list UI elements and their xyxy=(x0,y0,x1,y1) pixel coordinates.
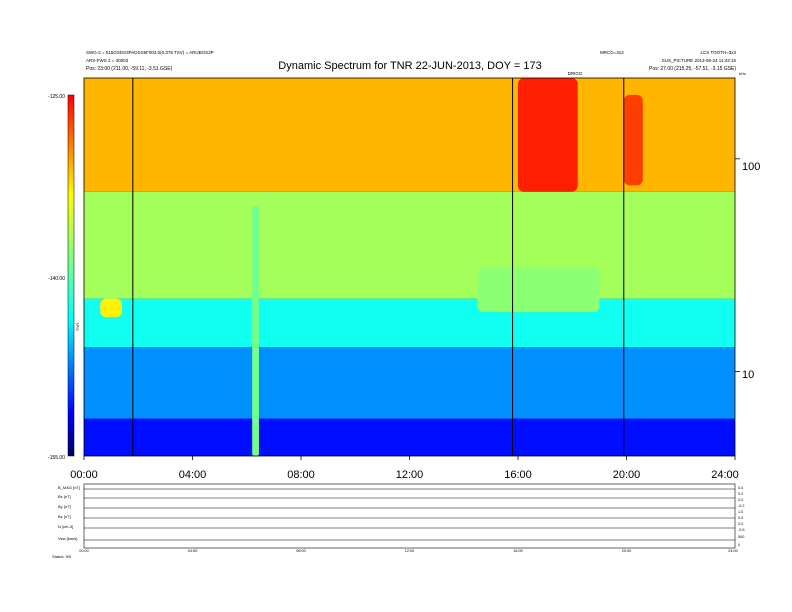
header-left-line-2: ARS-FWS 2 = 30003 xyxy=(86,58,129,63)
panel-label-3: Bz [nT] xyxy=(58,514,71,519)
chart-title: Dynamic Spectrum for TNR 22-JUN-2013, DO… xyxy=(278,60,541,72)
bottom-panels-frame xyxy=(83,483,736,549)
panel-xtick-3: 12:00 xyxy=(405,549,415,553)
panel-rtick-3: -0.2 xyxy=(738,504,745,508)
band-3 xyxy=(84,191,735,299)
bottom-panel-x-ticks: 00:00 04:00 08:00 12:00 16:00 20:00 24:0… xyxy=(79,549,738,553)
x-tick-label-2: 08:00 xyxy=(287,469,315,481)
panel-rtick-0: 0.4 xyxy=(738,486,743,490)
panel-xtick-5: 20:00 xyxy=(622,549,632,553)
panel-xtick-2: 08:00 xyxy=(296,549,306,553)
panel-rtick-5: 0.5 xyxy=(738,516,743,520)
x-tick-label-1: 04:00 xyxy=(179,469,207,481)
header-mid: MRCG=3x3 xyxy=(600,50,624,55)
x-tick-label-4: 16:00 xyxy=(504,469,532,481)
panel-rtick-4: 1.0 xyxy=(738,510,743,514)
feature-2 xyxy=(252,205,259,456)
vertical-markers xyxy=(132,78,625,456)
spectrogram xyxy=(84,78,735,456)
panel-xtick-1: 04:00 xyxy=(188,549,198,553)
panel-xtick-4: 16:00 xyxy=(513,549,523,553)
bottom-panels xyxy=(84,488,735,541)
feature-0 xyxy=(518,78,578,192)
x-tick-label-3: 12:00 xyxy=(396,469,424,481)
panel-xtick-0: 00:00 xyxy=(79,549,89,553)
band-1 xyxy=(84,347,735,419)
header-right-line-1: LCS TOOTH=3x3 xyxy=(701,50,737,55)
right-axis-tick-100: 100 xyxy=(742,161,760,173)
panel-rtick-1: 0.2 xyxy=(738,492,743,496)
panel-rtick-9: 0 xyxy=(738,543,740,547)
x-tick-label-6: 24:00 xyxy=(711,469,739,481)
x-tick-label-0: 00:00 xyxy=(70,469,98,481)
feature-4 xyxy=(100,298,122,318)
header-right-line-2: SUS_PICTURE 2013-06-24 11:43:16 xyxy=(662,58,737,63)
right-axis xyxy=(735,158,740,372)
panel-label-4: N [cm-3] xyxy=(58,524,73,529)
colorbar-tick-bottom: -155.00 xyxy=(48,455,65,461)
feature-1 xyxy=(623,94,643,186)
bottom-panel-right-ticks: 0.4 0.2 0.0 -0.2 1.0 0.5 0.0 -0.5 500 0 xyxy=(738,486,745,547)
colorbar-tick-mid: -140.00 xyxy=(48,276,65,282)
band-0 xyxy=(84,418,735,456)
header-left-line-1: SWG-2 = 515GSDS3PADSS5F003.0(0.375 TSV) … xyxy=(86,50,214,55)
feature-3 xyxy=(477,266,600,313)
header-left: SWG-2 = 515GSDS3PADSS5F003.0(0.375 TSV) … xyxy=(86,50,214,72)
colorbar-label: TNR xyxy=(75,323,80,331)
panel-label-5: Vsw [km/s] xyxy=(58,536,77,541)
footer-label: Status: 9/5 xyxy=(52,554,72,559)
panel-xtick-6: 24:00 xyxy=(728,549,738,553)
panel-rtick-7: -0.5 xyxy=(738,528,745,532)
colorbar-tick-top: -125.00 xyxy=(48,94,65,100)
event-label: DRIGG xyxy=(568,71,583,76)
header-right: LCS TOOTH=3x3 SUS_PICTURE 2013-06-24 11:… xyxy=(649,50,736,72)
header-left-line-3: Pos: 23:00 (211.00, -59.11, -3.51 GSE) xyxy=(86,66,173,72)
x-axis xyxy=(83,456,736,460)
x-tick-label-5: 20:00 xyxy=(613,469,641,481)
bottom-panel-labels: B_MAG [nT] Bx [nT] By [nT] Bz [nT] N [cm… xyxy=(58,485,80,541)
colorbar xyxy=(67,94,75,457)
band-2 xyxy=(84,298,735,348)
panel-rtick-6: 0.0 xyxy=(738,522,743,526)
panel-rtick-2: 0.0 xyxy=(738,498,743,502)
panel-label-2: By [nT] xyxy=(58,504,71,509)
panel-label-0: B_MAG [nT] xyxy=(58,485,80,490)
panel-rtick-8: 500 xyxy=(738,535,744,539)
right-axis-unit: kHz xyxy=(739,71,746,76)
header-right-line-3: Pos: 27.00 (215.25, -57.51, -3.15 GSE) xyxy=(649,66,736,72)
right-axis-tick-10: 10 xyxy=(742,369,754,381)
panel-label-1: Bx [nT] xyxy=(58,494,71,499)
